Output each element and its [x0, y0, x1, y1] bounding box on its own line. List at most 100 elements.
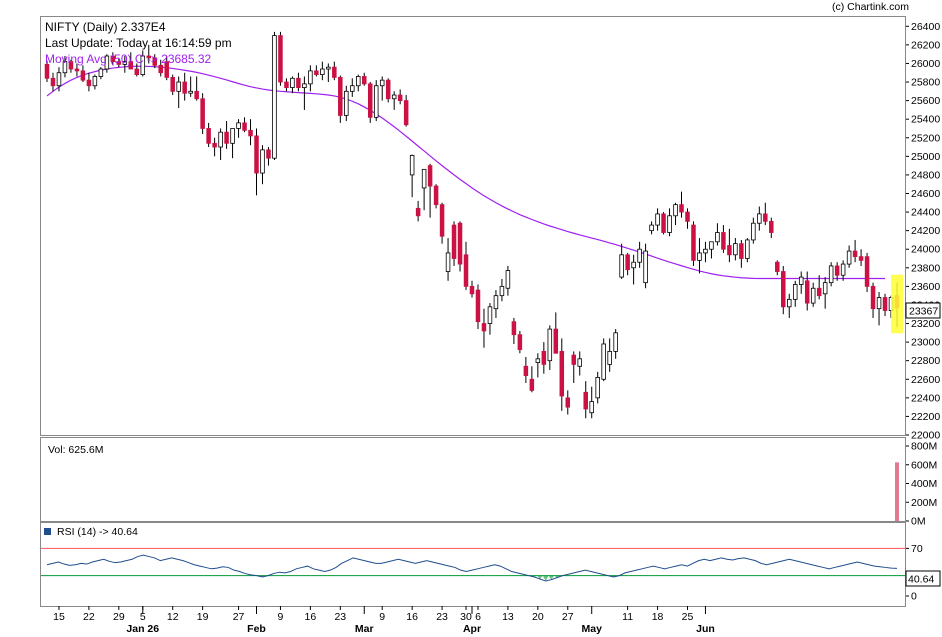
candle-body — [314, 70, 319, 75]
candle-body — [104, 55, 110, 70]
candle-body — [92, 76, 98, 87]
candle-body — [260, 149, 265, 174]
volume-tick-label: 200M — [911, 497, 937, 509]
candle-body — [763, 213, 768, 222]
candle-body — [170, 76, 175, 92]
candle-body — [721, 232, 726, 250]
candlesticks — [44, 31, 900, 419]
price-tick-label: 23200 — [911, 318, 940, 330]
candle-body — [367, 83, 373, 118]
candle-body — [870, 285, 876, 310]
candle-body — [607, 350, 612, 365]
volume-tick-label: 800M — [911, 441, 937, 453]
candle-body — [206, 128, 211, 144]
candle-body — [733, 243, 738, 256]
candle-body — [320, 68, 325, 75]
price-tick-label: 26000 — [911, 58, 940, 70]
rsi-tick-label: 0 — [911, 591, 917, 603]
x-tick-label: 29 — [113, 611, 125, 623]
candle-body — [529, 378, 535, 391]
candle-body — [44, 63, 50, 79]
price-tick-label: 24200 — [911, 225, 940, 237]
candle-body — [769, 220, 774, 233]
candle-body — [224, 131, 229, 144]
candle-body — [553, 328, 559, 354]
candle-body — [559, 350, 565, 397]
candle-body — [589, 401, 594, 414]
volume-tick-label: 0M — [911, 516, 926, 528]
volume-pane: 0M 200M 400M 600M 800M Vol: 625.6M — [40, 437, 937, 528]
candle-body — [182, 81, 187, 94]
candle-body — [356, 76, 361, 87]
candle-body — [792, 284, 798, 300]
candle-body — [505, 270, 511, 289]
candle-body — [882, 297, 888, 311]
candle-body — [481, 323, 487, 332]
candle-body — [523, 365, 529, 376]
candle-body — [278, 35, 283, 83]
volume-axis: 0M 200M 400M 600M 800M — [906, 441, 937, 528]
price-tick-label: 25400 — [911, 114, 940, 126]
last-price-box — [905, 302, 941, 319]
candle-body — [631, 261, 636, 269]
volume-bar — [895, 462, 899, 521]
candle-body — [499, 285, 505, 297]
candle-body — [433, 185, 439, 206]
price-tick-label: 26200 — [911, 39, 940, 51]
candle-body — [128, 61, 134, 70]
candle-body — [822, 282, 828, 295]
x-tick-label: 16 — [406, 611, 418, 623]
candle-body — [834, 265, 840, 276]
volume-pane-border — [40, 437, 906, 522]
x-axis: 15 22 29 5 12 19 27 9 16 23 9 16 23 30 6 13 20 27 11 18 25 Ja… — [53, 606, 715, 635]
rsi-label: RSI (14) -> 40.64 — [57, 526, 138, 538]
candle-body — [511, 321, 517, 336]
candle-body — [828, 265, 834, 284]
candle-body — [703, 248, 708, 254]
candle-body — [427, 165, 433, 187]
volume-tick-label: 600M — [911, 459, 937, 471]
price-tick-label: 23600 — [911, 281, 940, 293]
price-tick-label: 26400 — [911, 21, 940, 33]
candle-body — [188, 90, 193, 94]
price-tick-label: 22800 — [911, 355, 940, 367]
candle-body — [373, 85, 379, 118]
credit-text[interactable]: (c) Chartink.com — [831, 1, 909, 13]
candle-body — [451, 224, 457, 259]
candle-body — [176, 81, 181, 92]
candle-body — [409, 154, 415, 176]
candle-body — [475, 289, 481, 323]
candle-body — [158, 64, 163, 74]
candle-body — [727, 245, 732, 256]
candle-body — [134, 68, 140, 75]
rsi-tick-label: 70 — [911, 543, 923, 555]
candle-body — [122, 61, 128, 65]
x-tick-label: 23 — [334, 611, 346, 623]
price-tick-label: 22600 — [911, 374, 940, 386]
last-candle-highlight — [891, 274, 903, 334]
x-tick-label: 18 — [652, 611, 664, 623]
candle-body — [326, 66, 331, 70]
candle-body — [164, 61, 169, 78]
candle-body — [350, 85, 355, 92]
candle-body — [296, 77, 301, 88]
rsi-legend-swatch — [44, 528, 51, 535]
candle-body — [775, 261, 780, 272]
last-price-label: 23367 — [909, 306, 938, 318]
month-label: Mar — [355, 623, 374, 635]
candle-body — [745, 239, 750, 259]
candle-body — [344, 90, 349, 116]
x-tick-label: 9 — [278, 611, 284, 623]
x-tick-label: 11 — [622, 611, 633, 623]
candle-body — [248, 129, 253, 137]
candle-body — [517, 334, 523, 350]
price-tick-label: 24800 — [911, 169, 940, 181]
candle-body — [487, 306, 493, 324]
candle-body — [625, 254, 630, 271]
price-axis: 2200022200224002260022800230002320023400… — [906, 21, 940, 442]
candle-body — [864, 256, 870, 287]
price-tick-label: 25200 — [911, 132, 940, 144]
candle-body — [379, 79, 385, 87]
rsi-line — [46, 554, 898, 582]
candle-body — [673, 204, 678, 217]
